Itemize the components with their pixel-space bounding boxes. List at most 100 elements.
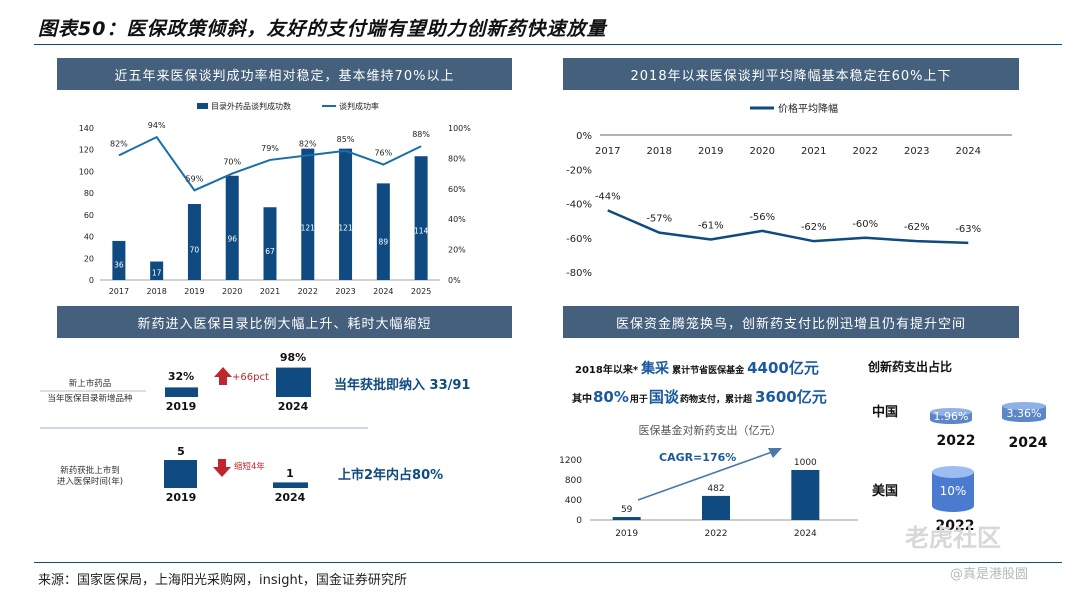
x-tick-2022: 2022 <box>298 287 318 296</box>
x-tick-2021: 2021 <box>260 287 280 296</box>
rate-label-2020: 70% <box>223 158 241 167</box>
x-tick-2024: 2024 <box>794 529 817 539</box>
y-tick: 0 <box>576 516 582 526</box>
point-label-2019: -61% <box>698 220 724 231</box>
bar-2022 <box>301 148 315 280</box>
bar-2017 <box>112 240 126 280</box>
bar-label-2022: 482 <box>707 484 724 494</box>
point-label-2020: -56% <box>749 212 775 223</box>
bar-2022 <box>702 495 730 520</box>
top-rule <box>34 44 1062 45</box>
x-tick-2019: 2019 <box>184 287 204 296</box>
usa-2022-cylinder: 10% <box>932 466 974 512</box>
y-left-tick: 80 <box>84 189 94 198</box>
new-drug-comparison: 新上市药品 当年医保目录新增品种 32% 2019 +66pct 98% 202… <box>40 351 470 504</box>
point-label-2017: -44% <box>595 191 621 202</box>
success-rate-line <box>118 135 422 192</box>
point-label-2024: -63% <box>955 224 981 235</box>
bar-2019 <box>612 517 641 520</box>
row1-note: 当年获批即纳入 33/91 <box>334 377 470 393</box>
share-title: 创新药支出占比 <box>867 359 952 374</box>
rate-label-2018: 94% <box>148 121 166 130</box>
y-left-tick: 60 <box>84 211 94 220</box>
rate-label-2025: 88% <box>412 130 430 139</box>
bar-2023 <box>339 148 353 280</box>
x-tick-2019: 2019 <box>698 146 723 157</box>
legend-line-label: 谈判成功率 <box>339 101 379 111</box>
decrease-arrow-icon <box>213 459 231 477</box>
point-label-2023: -62% <box>904 222 930 233</box>
x-tick-2018: 2018 <box>647 146 672 157</box>
rate-label-2021: 79% <box>261 144 279 153</box>
bar-2019 <box>187 204 201 280</box>
x-tick-2017: 2017 <box>595 146 620 157</box>
y-left-tick: 20 <box>84 254 94 263</box>
china-2024-value: 3.36% <box>1007 407 1042 420</box>
row2-note: 上市2年内占80% <box>338 467 443 483</box>
y-tick: -60% <box>566 234 592 245</box>
usa-2022-value: 10% <box>940 484 967 498</box>
bar-2024 <box>376 183 390 280</box>
bar-label-2024: 1000 <box>794 458 817 468</box>
watermark-text-2: @真是港股圆 <box>950 567 1029 582</box>
bar-label-2020: 96 <box>227 234 237 243</box>
bar-label-2025: 114 <box>414 226 429 235</box>
cagr-arrowhead-icon <box>768 448 782 458</box>
y-right-tick: 40% <box>448 215 466 224</box>
figure-title: 图表50：医保政策倾斜，友好的支付端有望助力创新药快速放量 <box>38 18 607 40</box>
cagr-arrow <box>637 451 773 501</box>
point-label-2021: -62% <box>801 222 827 233</box>
usa-label: 美国 <box>872 483 898 499</box>
panel3-banner: 新药进入医保目录比例大幅上升、耗时大幅缩短 <box>57 306 512 338</box>
legend-bar-swatch <box>197 103 208 109</box>
savings-line-2: 其中80%用于国谈药物支付，累计超 3600亿元 <box>572 388 827 406</box>
bar-2025 <box>414 156 428 280</box>
x-tick-2020: 2020 <box>222 287 242 296</box>
y-right-tick: 20% <box>448 246 466 255</box>
row1-value-2024: 98% <box>280 351 306 364</box>
row2-value-2019: 5 <box>177 445 185 458</box>
row1-year-2024: 2024 <box>278 400 309 413</box>
x-tick-2023: 2023 <box>904 146 929 157</box>
point-label-2018: -57% <box>646 214 672 225</box>
row1-value-2019: 32% <box>168 370 194 383</box>
watermark-text-1: 老虎社区 <box>905 524 1001 552</box>
rate-label-2023: 85% <box>337 135 355 144</box>
bar-label-2022: 121 <box>301 223 316 232</box>
row2-bar-2024 <box>273 482 308 488</box>
y-tick: 400 <box>565 496 582 506</box>
y-left-tick: 100 <box>79 167 94 176</box>
price-cut-line <box>607 209 969 245</box>
legend-bar-label: 目录外药品谈判成功数 <box>211 101 291 111</box>
row2-value-2024: 1 <box>286 467 294 480</box>
x-tick-2022: 2022 <box>705 529 728 539</box>
bar-label-2019: 59 <box>621 505 633 515</box>
y-tick: -40% <box>566 200 592 211</box>
innovative-drug-share: 创新药支出占比 中国 美国 1.96% 2022 3.36% 2024 10% … <box>867 359 1048 534</box>
x-tick-2021: 2021 <box>801 146 826 157</box>
savings-line-1: 2018年以来* 集采 累计节省医保基金 4400亿元 <box>575 359 819 377</box>
y-tick: 0% <box>576 131 592 142</box>
fund-new-drug-spend-chart: 医保基金对新药支出（亿元） 0 400 800 1200 2019 2022 2024 59… <box>560 423 858 539</box>
y-left-tick: 140 <box>79 124 94 133</box>
point-label-2022: -60% <box>852 219 878 230</box>
bar-label-2023: 121 <box>338 223 353 232</box>
y-left-tick: 0 <box>89 276 94 285</box>
row2-label-2: 进入医保时间(年) <box>57 476 123 487</box>
bar-2018 <box>150 261 164 280</box>
bar-label-2024: 89 <box>379 237 389 246</box>
bar-2021 <box>263 207 277 280</box>
bar-label-2017: 36 <box>114 260 124 269</box>
y-left-tick: 40 <box>84 233 94 242</box>
y-tick: -80% <box>566 268 592 279</box>
china-2022-value: 1.96% <box>934 410 969 423</box>
rate-label-2022: 82% <box>299 139 317 148</box>
row2-delta: 缩短4年 <box>234 461 265 472</box>
x-tick-2022: 2022 <box>853 146 878 157</box>
negotiation-success-chart: 目录外药品谈判成功数 谈判成功率 0 20 40 60 80 100 120 140 0% 20%… <box>79 101 472 296</box>
row1-label-1: 新上市药品 <box>69 378 112 389</box>
x-tick-2024: 2024 <box>373 287 393 296</box>
x-tick-2024: 2024 <box>956 146 981 157</box>
china-label: 中国 <box>872 404 898 420</box>
row2-year-2024: 2024 <box>275 491 306 504</box>
